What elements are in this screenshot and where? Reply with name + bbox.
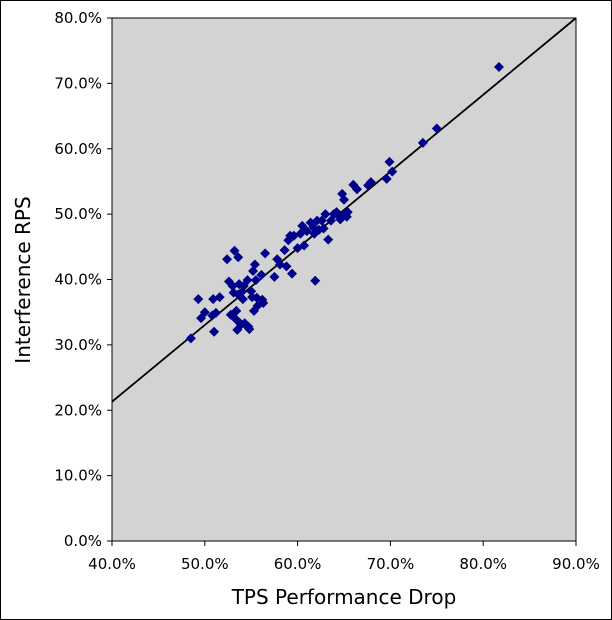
data-point	[310, 275, 321, 286]
y-tick-label: 10.0%	[54, 467, 102, 485]
data-point	[339, 194, 349, 205]
x-tick-label: 70.0%	[367, 555, 415, 573]
data-point	[258, 298, 269, 309]
data-point	[209, 326, 220, 337]
x-axis: 40.0% 50.0% 60.0% 70.0% 80.0% 90.0%	[88, 541, 600, 573]
data-point	[365, 177, 376, 188]
data-point	[320, 209, 331, 220]
y-tick-label: 30.0%	[54, 336, 102, 354]
data-point	[384, 156, 395, 167]
data-point	[342, 207, 353, 218]
y-tick-label: 80.0%	[54, 9, 102, 27]
data-point	[231, 305, 242, 316]
data-point	[246, 286, 257, 297]
data-point	[318, 223, 329, 234]
data-point	[256, 269, 267, 280]
data-point	[323, 234, 334, 245]
x-tick-label: 40.0%	[88, 555, 136, 573]
y-tick-label: 60.0%	[54, 140, 102, 158]
data-point	[299, 240, 310, 251]
y-tick-label: 0.0%	[64, 532, 102, 550]
data-point	[316, 215, 327, 226]
data-point	[237, 294, 248, 305]
x-tick-label: 60.0%	[274, 555, 322, 573]
y-axis-title: Interference RPS	[11, 196, 35, 363]
data-point	[214, 292, 225, 303]
data-point	[248, 305, 259, 316]
data-point	[260, 248, 271, 259]
data-point	[269, 271, 280, 282]
data-point	[199, 307, 210, 318]
x-tick-label: 80.0%	[459, 555, 507, 573]
data-point	[387, 166, 398, 177]
data-point	[233, 252, 244, 263]
x-tick-label: 90.0%	[552, 555, 600, 573]
data-point	[185, 333, 196, 344]
data-point	[229, 245, 240, 256]
y-tick-label: 20.0%	[54, 401, 102, 419]
data-point	[249, 259, 260, 270]
data-point	[493, 62, 504, 73]
plot-area	[111, 17, 577, 542]
data-point	[417, 137, 428, 148]
y-tick-label: 40.0%	[54, 271, 102, 289]
y-axis: 0.0% 10.0% 20.0% 30.0% 40.0% 50.0% 60.0% 70.0% 8…	[54, 9, 112, 550]
y-tick-label: 70.0%	[54, 74, 102, 92]
data-point	[279, 245, 290, 256]
data-point	[250, 275, 261, 286]
data-point	[242, 275, 253, 286]
x-axis-title: TPS Performance Drop	[231, 585, 457, 609]
data-point	[244, 324, 255, 335]
x-tick-label: 50.0%	[181, 555, 229, 573]
data-point	[301, 226, 312, 237]
data-point	[431, 123, 442, 134]
data-point	[222, 254, 233, 265]
data-point	[210, 307, 221, 318]
data-point	[381, 173, 392, 184]
data-point	[351, 184, 362, 195]
data-point	[287, 268, 298, 279]
y-tick-label: 50.0%	[54, 205, 102, 223]
data-point	[281, 261, 292, 272]
data-point	[193, 294, 204, 305]
data-points	[185, 62, 504, 344]
